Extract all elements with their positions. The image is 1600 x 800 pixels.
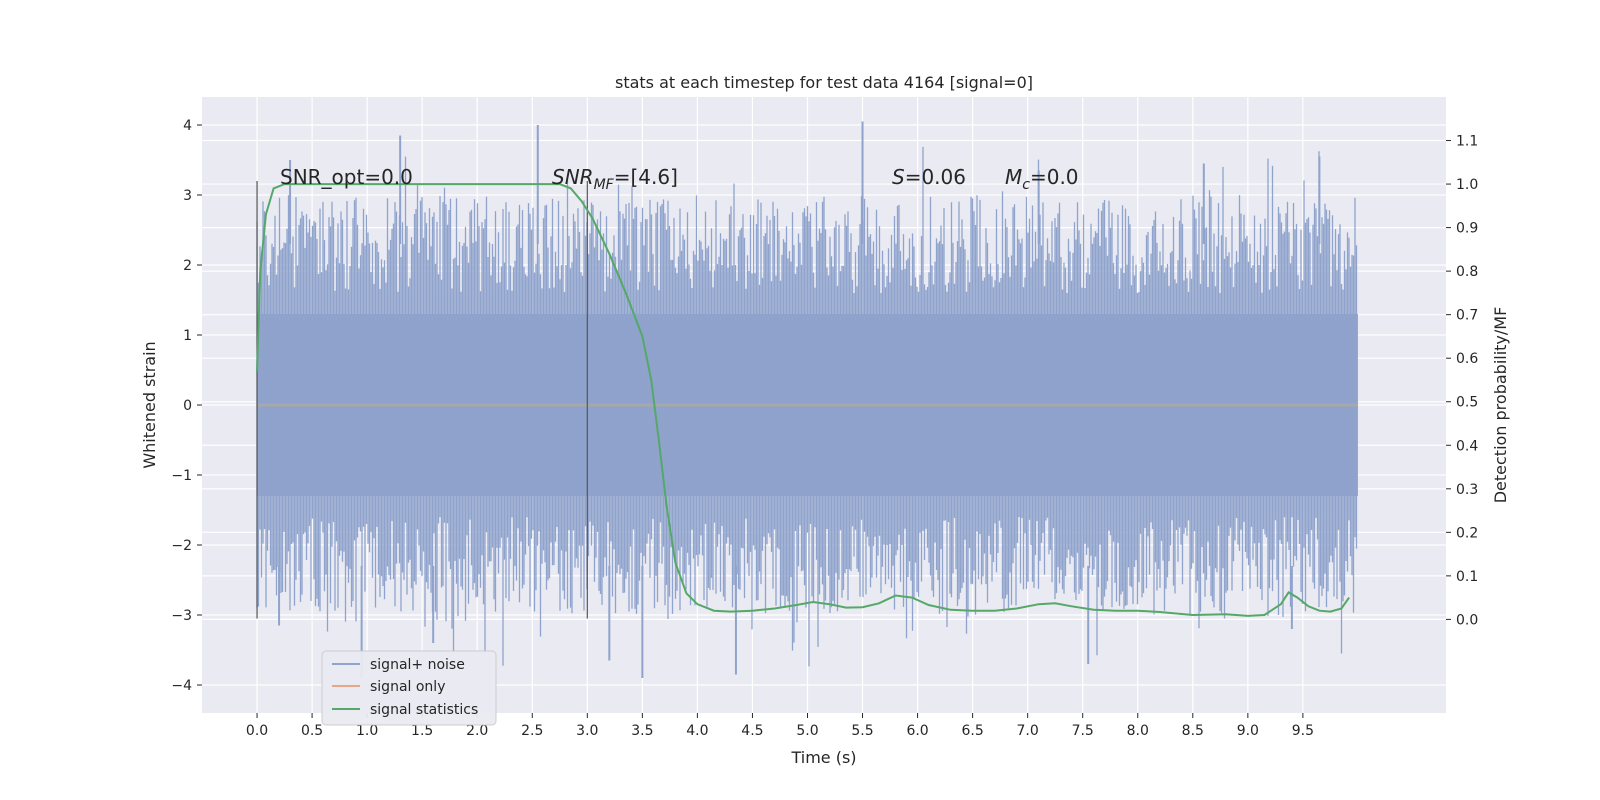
y2-tick-label-4: 0.7 — [1456, 308, 1478, 324]
x-tick-label-5: 2.5 — [521, 723, 543, 739]
annotation-mc-sub: c — [1022, 177, 1030, 193]
annotation-mc: Mc=0.0 — [1005, 165, 1079, 193]
y-tick-label-4: 0 — [183, 398, 192, 414]
y-tick-label-5: −1 — [171, 468, 192, 484]
y-axis-ticks: 4 3 2 1 0 −1 −2 −3 −4 — [171, 118, 202, 694]
annotation-mc-main: M — [1005, 165, 1022, 189]
x-tick-label-1: 0.5 — [301, 723, 323, 739]
annotation-snr-opt: SNR_opt=0.0 — [280, 165, 413, 189]
annotation-snr-mf-value: =[4.6] — [614, 165, 678, 189]
x-tick-label-7: 3.5 — [631, 723, 653, 739]
y-tick-label-0: 4 — [183, 118, 192, 134]
y2-tick-label-1: 1.0 — [1456, 177, 1478, 193]
x-tick-label-0: 0.0 — [246, 723, 268, 739]
y2-tick-label-5: 0.6 — [1456, 351, 1478, 367]
y2-tick-label-7: 0.4 — [1456, 438, 1478, 454]
annotation-s-main: S — [892, 165, 905, 189]
x-axis-label: Time (s) — [790, 748, 856, 767]
y-tick-label-8: −4 — [171, 678, 192, 694]
x-tick-label-16: 8.0 — [1127, 723, 1149, 739]
statistics-line-group — [256, 183, 1350, 617]
x-tick-label-8: 4.0 — [686, 723, 708, 739]
annotation-mc-value: =0.0 — [1030, 165, 1079, 189]
x-tick-label-3: 1.5 — [411, 723, 433, 739]
x-axis-ticks: 0.0 0.5 1.0 1.5 2.0 2.5 3.0 3.5 4.0 4.5 5.0 5.5 6.0 6… — [246, 713, 1314, 739]
y-tick-label-3: 1 — [183, 328, 192, 344]
y-tick-label-2: 2 — [183, 258, 192, 274]
annotation-s: S=0.06 — [892, 165, 966, 189]
legend-box — [321, 650, 497, 726]
chart-title: stats at each timestep for test data 416… — [615, 73, 1033, 92]
annotation-snr-mf: SNRMF=[4.6] — [552, 165, 678, 193]
x-tick-label-6: 3.0 — [576, 723, 598, 739]
x-tick-label-19: 9.5 — [1292, 723, 1314, 739]
y2-tick-label-8: 0.3 — [1456, 482, 1478, 498]
x-tick-label-10: 5.0 — [796, 723, 818, 739]
x-tick-label-15: 7.5 — [1072, 723, 1094, 739]
x-tick-label-17: 8.5 — [1182, 723, 1204, 739]
legend-label-stats: signal statistics — [370, 702, 478, 718]
y-tick-label-7: −3 — [171, 608, 192, 624]
legend-label-signal-only: signal only — [370, 679, 445, 695]
y2-axis-label: Detection probability/MF — [1491, 307, 1510, 504]
y-tick-label-1: 3 — [183, 188, 192, 204]
x-tick-label-4: 2.0 — [466, 723, 488, 739]
x-tick-label-14: 7.0 — [1017, 723, 1039, 739]
y2-tick-label-2: 0.9 — [1456, 221, 1478, 237]
y2-tick-label-0: 1.1 — [1456, 134, 1478, 150]
y2-tick-label-9: 0.2 — [1456, 525, 1478, 541]
statistics-line — [256, 183, 1350, 617]
noise-trace — [256, 121, 1358, 678]
x-tick-label-13: 6.5 — [961, 723, 983, 739]
y-tick-label-6: −2 — [171, 538, 192, 554]
y2-tick-label-10: 0.1 — [1456, 569, 1478, 585]
y2-tick-label-3: 0.8 — [1456, 264, 1478, 280]
x-tick-label-11: 5.5 — [851, 723, 873, 739]
annotation-s-value: =0.06 — [905, 165, 966, 189]
x-tick-label-18: 9.0 — [1237, 723, 1259, 739]
legend: signal+ noise signal only signal statist… — [321, 650, 497, 726]
annotation-snr-mf-main: SNR — [552, 165, 594, 189]
y2-tick-label-11: 0.0 — [1456, 612, 1478, 628]
vertical-markers — [256, 181, 588, 619]
x-tick-label-9: 4.5 — [741, 723, 763, 739]
y2-axis-ticks: 1.1 1.0 0.9 0.8 0.7 0.6 0.5 0.4 0.3 0.2 0.1 0.0 — [1446, 134, 1478, 628]
x-tick-label-12: 6.0 — [906, 723, 928, 739]
annotation-snr-mf-sub: MF — [594, 177, 615, 193]
x-tick-label-2: 1.0 — [356, 723, 378, 739]
y2-tick-label-6: 0.5 — [1456, 395, 1478, 411]
y-axis-label: Whitened strain — [140, 341, 159, 468]
legend-label-noise: signal+ noise — [370, 657, 465, 673]
